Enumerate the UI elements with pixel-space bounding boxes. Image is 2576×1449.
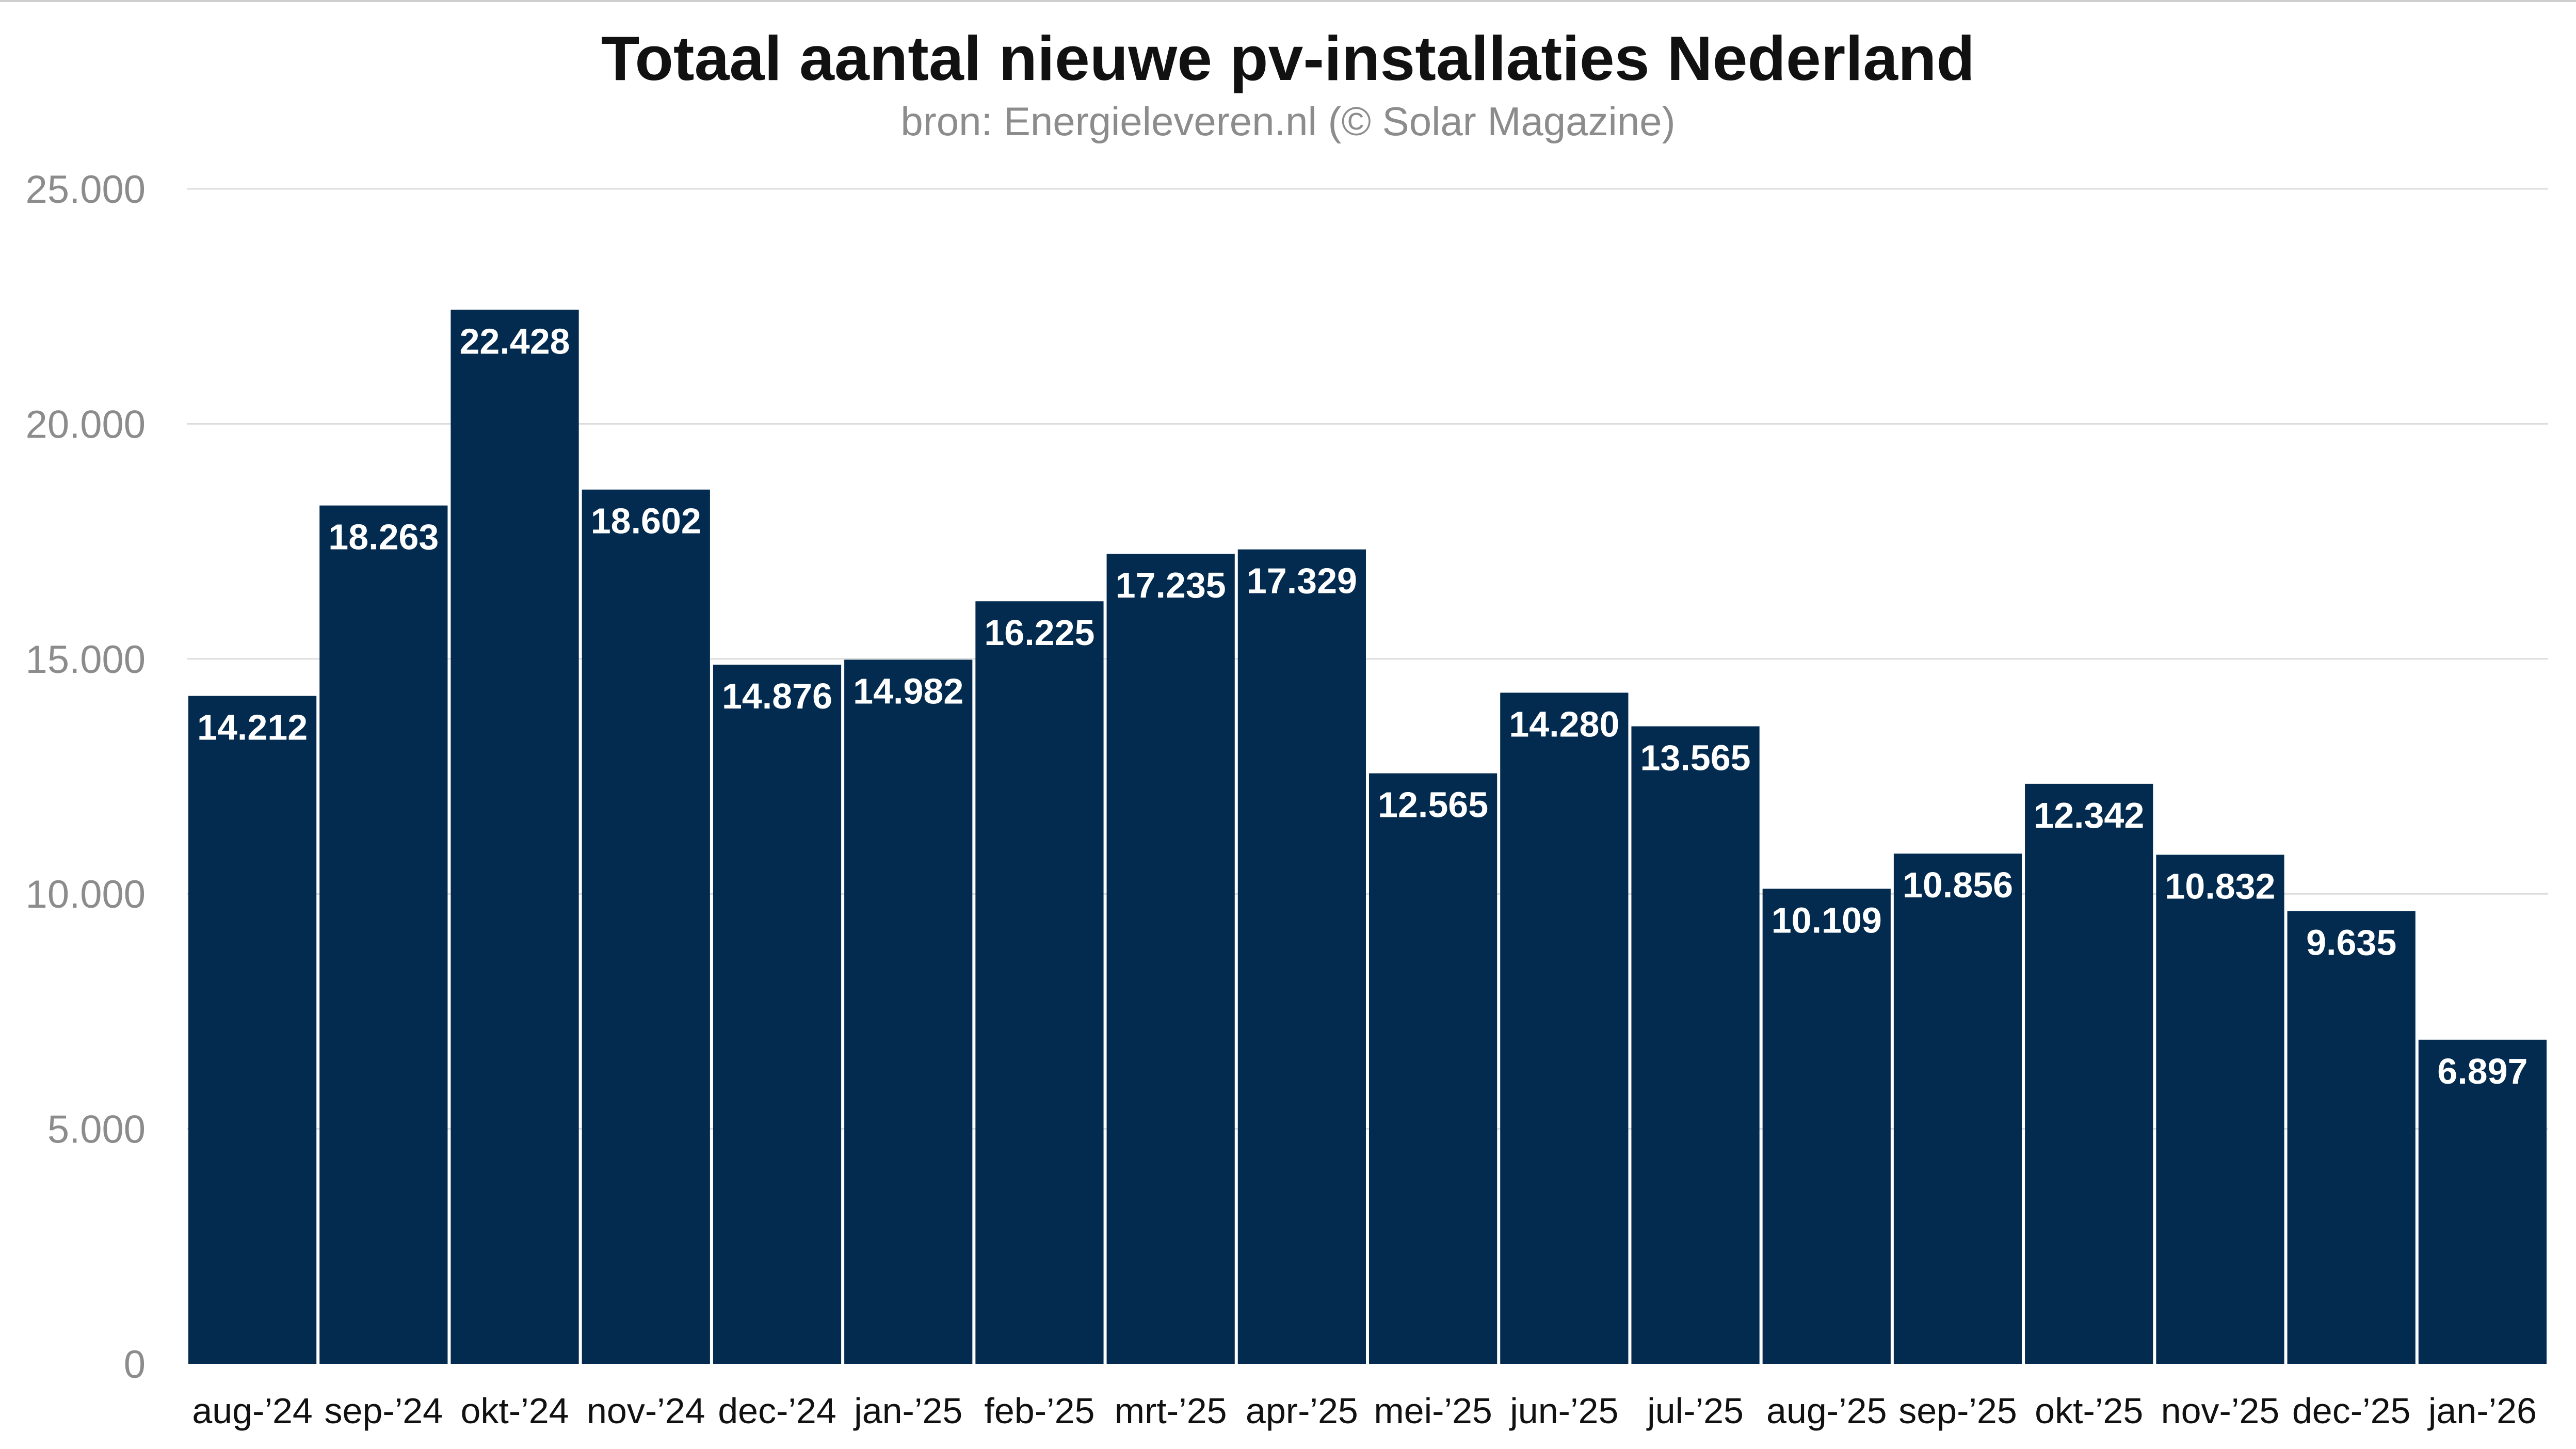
x-tick-label: aug-’24: [192, 1391, 313, 1431]
bar: [713, 665, 842, 1364]
bar: [1500, 693, 1629, 1364]
x-tick-label: feb-’25: [984, 1391, 1094, 1431]
bars: [188, 310, 2547, 1364]
x-tick-label: okt-’25: [2035, 1391, 2143, 1431]
data-label: 10.832: [2165, 866, 2275, 906]
y-axis: 0 5.000 10.000 15.000 20.000 25.000: [26, 168, 146, 1387]
data-label: 14.280: [1509, 704, 1619, 744]
x-tick-label: aug-’25: [1766, 1391, 1887, 1431]
x-tick-label: okt-’24: [461, 1391, 569, 1431]
x-tick-label: sep-’25: [1898, 1391, 2017, 1431]
x-axis: aug-’24 sep-’24 okt-’24 nov-’24 dec-’24 jan-’…: [192, 1391, 2537, 1431]
bar: [2156, 855, 2284, 1364]
x-tick-label: dec-’25: [2292, 1391, 2411, 1431]
bar: [1237, 549, 1366, 1364]
data-label: 17.235: [1116, 565, 1226, 605]
x-tick-label: nov-’25: [2161, 1391, 2280, 1431]
bar: [2287, 911, 2416, 1364]
bar: [1762, 889, 1891, 1364]
x-tick-label: dec-’24: [718, 1391, 836, 1431]
x-tick-label: apr-’25: [1246, 1391, 1358, 1431]
data-label: 13.565: [1640, 737, 1751, 778]
y-tick-label: 15.000: [26, 638, 146, 682]
x-tick-label: nov-’24: [587, 1391, 705, 1431]
bar: [1369, 773, 1498, 1364]
data-label: 18.602: [591, 501, 701, 541]
data-label: 17.329: [1247, 561, 1357, 601]
data-label: 10.856: [1903, 865, 2013, 905]
bar: [450, 310, 579, 1364]
x-tick-label: jan-’26: [2427, 1391, 2537, 1431]
data-label: 14.876: [722, 676, 832, 716]
y-tick-label: 5.000: [47, 1108, 146, 1152]
data-label: 18.263: [328, 517, 439, 557]
bar: [2025, 783, 2153, 1364]
data-labels: 14.212 18.263 22.428 18.602 14.876 14.982 16.2…: [197, 321, 2527, 1091]
data-label: 9.635: [2306, 922, 2396, 962]
y-tick-label: 10.000: [26, 873, 146, 916]
y-tick-label: 25.000: [26, 168, 146, 212]
x-tick-label: jan-’25: [853, 1391, 962, 1431]
bar: [582, 489, 710, 1364]
y-tick-label: 0: [124, 1343, 146, 1387]
data-label: 12.565: [1378, 785, 1488, 825]
bar: [188, 696, 317, 1364]
bar: [975, 601, 1104, 1364]
data-label: 6.897: [2437, 1051, 2527, 1091]
y-tick-label: 20.000: [26, 403, 146, 446]
x-tick-label: mrt-’25: [1115, 1391, 1227, 1431]
chart-title: Totaal aantal nieuwe pv-installaties Ned…: [601, 23, 1975, 93]
x-tick-label: sep-’24: [325, 1391, 443, 1431]
data-label: 10.109: [1772, 900, 1882, 940]
bar: [1893, 854, 2022, 1364]
bar: [1106, 554, 1235, 1364]
bar: [844, 659, 973, 1364]
bar: [1631, 726, 1760, 1364]
x-tick-label: mei-’25: [1374, 1391, 1492, 1431]
x-tick-label: jul-’25: [1646, 1391, 1744, 1431]
gridlines: [187, 188, 2548, 1130]
bar: [319, 505, 448, 1364]
bar: [2418, 1039, 2547, 1364]
data-label: 14.212: [197, 707, 308, 748]
top-rule: [0, 0, 2576, 2]
data-label: 14.982: [853, 671, 963, 711]
chart-subtitle: bron: Energieleveren.nl (© Solar Magazin…: [900, 99, 1676, 144]
x-tick-label: jun-’25: [1509, 1391, 1618, 1431]
data-label: 22.428: [460, 321, 570, 361]
data-label: 12.342: [2034, 795, 2144, 835]
data-label: 16.225: [984, 613, 1094, 653]
